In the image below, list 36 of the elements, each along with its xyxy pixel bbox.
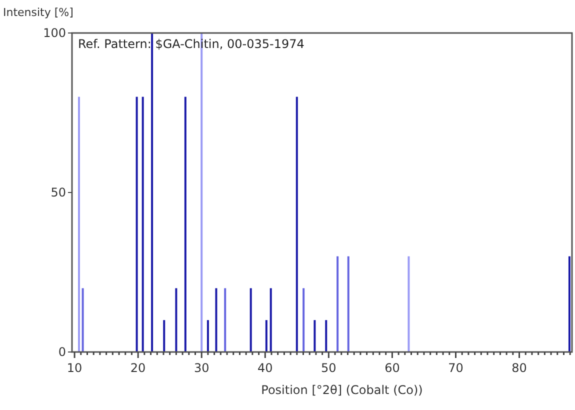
x-tick-label: 80 [512,361,527,375]
bar [142,96,144,352]
bar [325,320,328,352]
x-tick-label: 30 [194,361,210,375]
bar [314,320,316,352]
x-tick-label: 20 [130,361,146,375]
bar [151,33,154,352]
x-tick-label: 40 [258,361,273,375]
bar [408,256,410,352]
bar [336,256,339,352]
bar [224,288,226,352]
x-tick-label: 10 [66,361,82,375]
bar [163,320,166,352]
x-axis-title: Position [°2θ] (Cobalt (Co)) [261,383,423,397]
x-tick-label: 50 [321,361,336,375]
bar [136,96,138,352]
bar [296,96,298,352]
bar [302,288,305,352]
bar [568,256,570,352]
y-tick-label: 0 [58,345,66,359]
bar [184,96,186,352]
x-tick-label: 70 [448,361,464,375]
annotation: Ref. Pattern: $GA-Chitin, 00-035-1974 [78,37,304,51]
bar [206,320,209,352]
bar [347,256,350,352]
bar [78,96,80,352]
y-axis-title: Intensity [%] [3,6,74,19]
bar [270,288,272,352]
bar [82,288,84,352]
y-tick-label: 100 [43,26,66,40]
bar [215,288,218,352]
bar [265,320,268,352]
bar [175,288,178,352]
bar [250,288,252,352]
y-tick-label: 50 [50,186,66,200]
x-tick-label: 60 [384,361,400,375]
